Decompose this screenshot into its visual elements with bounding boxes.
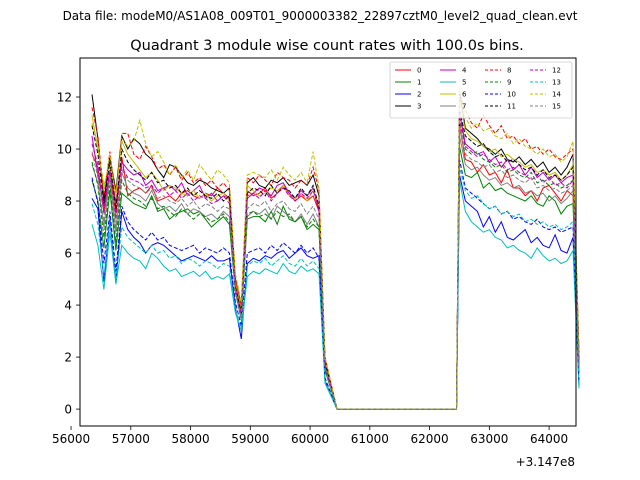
legend-label-8: 8: [507, 67, 511, 75]
series-line-9: [91, 120, 580, 410]
y-tick-label: 4: [64, 299, 72, 313]
figure-suptitle: Data file: modeM0/AS1A08_009T01_90000033…: [63, 9, 578, 23]
x-tick-label: 63000: [470, 432, 508, 446]
legend-label-12: 12: [552, 67, 561, 75]
series-line-15: [91, 128, 580, 410]
x-tick-label: 58000: [171, 432, 209, 446]
x-tick-label: 64000: [530, 432, 568, 446]
plot-area: [80, 58, 576, 426]
legend-label-15: 15: [552, 103, 561, 111]
series-layer: [91, 86, 580, 410]
axes-layer: 56000 57000 58000 59000 60000 61000 62000 63000…: [52, 91, 568, 446]
x-offset-label: +3.147e8: [516, 455, 575, 469]
legend-label-10: 10: [507, 91, 516, 99]
series-line-13: [91, 167, 580, 410]
x-tick-label: 56000: [52, 432, 90, 446]
x-tick-label: 60000: [291, 432, 329, 446]
legend-label-7: 7: [462, 103, 466, 111]
legend-label-9: 9: [507, 79, 511, 87]
y-tick-label: 0: [64, 403, 72, 417]
legend-label-13: 13: [552, 79, 561, 87]
x-tick-label: 61000: [351, 432, 389, 446]
legend-label-11: 11: [507, 103, 516, 111]
y-tick-label: 10: [57, 143, 72, 157]
y-tick-label: 12: [57, 91, 72, 105]
legend-label-4: 4: [462, 67, 467, 75]
y-tick-label: 2: [64, 351, 72, 365]
chart-title: Quadrant 3 module wise count rates with …: [130, 38, 524, 54]
legend-label-6: 6: [462, 91, 467, 99]
legend-frame: [389, 61, 573, 119]
legend-label-3: 3: [417, 103, 421, 111]
x-tick-label: 62000: [410, 432, 448, 446]
y-tick-label: 8: [64, 195, 72, 209]
plot-frame: [79, 57, 577, 427]
legend-label-0: 0: [417, 67, 421, 75]
x-tick-label: 59000: [231, 432, 269, 446]
y-tick-label: 6: [64, 247, 72, 261]
legend-label-2: 2: [417, 91, 421, 99]
legend-label-14: 14: [552, 91, 561, 99]
x-tick-label: 57000: [112, 432, 150, 446]
legend-label-5: 5: [462, 79, 466, 87]
legend-label-1: 1: [417, 79, 421, 87]
